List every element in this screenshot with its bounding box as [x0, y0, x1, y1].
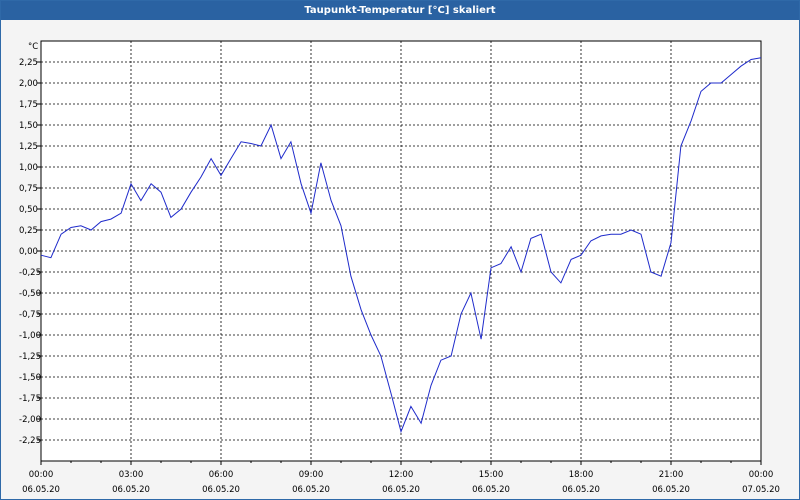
x-tick-date-label: 06.05.20: [652, 485, 690, 495]
x-tick-time-label: 09:00: [299, 470, 324, 480]
y-tick-label: -1,00: [19, 331, 41, 341]
y-tick-label: 2,25: [19, 58, 38, 68]
x-tick-date-label: 07.05.20: [742, 485, 780, 495]
y-tick-label: -2,25: [19, 436, 41, 446]
y-tick-label: -1,75: [19, 394, 41, 404]
x-tick-time-label: 00:00: [29, 470, 54, 480]
y-tick-label: 1,25: [19, 142, 38, 152]
x-tick-date-label: 06.05.20: [382, 485, 420, 495]
y-unit-label: °C: [28, 42, 38, 52]
y-tick-label: -0,25: [19, 268, 41, 278]
y-tick-label: -2,00: [19, 415, 41, 425]
y-tick-label: 0,25: [19, 226, 38, 236]
x-tick-time-label: 00:00: [749, 470, 774, 480]
x-tick-time-label: 12:00: [389, 470, 414, 480]
y-tick-label: 1,50: [19, 121, 38, 131]
series-line: [40, 57, 762, 434]
y-tick-label: -0,75: [19, 310, 41, 320]
x-tick-date-label: 06.05.20: [472, 485, 510, 495]
x-tick-time-label: 18:00: [569, 470, 594, 480]
x-tick-time-label: 15:00: [479, 470, 504, 480]
y-tick-label: 0,50: [19, 205, 38, 215]
x-tick-time-label: 21:00: [659, 470, 684, 480]
chart-title: Taupunkt-Temperatur [°C] skaliert: [1, 1, 799, 20]
x-tick-time-label: 03:00: [119, 470, 144, 480]
x-tick-date-label: 06.05.20: [292, 485, 330, 495]
y-tick-label: 1,75: [19, 100, 38, 110]
y-tick-label: 1,00: [19, 163, 38, 173]
x-tick-date-label: 06.05.20: [112, 485, 150, 495]
x-tick-date-label: 06.05.20: [22, 485, 60, 495]
x-tick-date-label: 06.05.20: [562, 485, 600, 495]
y-tick-label: 2,00: [19, 79, 38, 89]
y-tick-label: 0,00: [19, 247, 38, 257]
y-tick-label: -1,50: [19, 373, 41, 383]
y-tick-label: 0,75: [19, 184, 38, 194]
x-tick-date-label: 06.05.20: [202, 485, 240, 495]
plot-border: [40, 40, 762, 462]
y-tick-label: -0,50: [19, 289, 41, 299]
x-tick-time-label: 06:00: [209, 470, 234, 480]
y-tick-label: -1,25: [19, 352, 41, 362]
